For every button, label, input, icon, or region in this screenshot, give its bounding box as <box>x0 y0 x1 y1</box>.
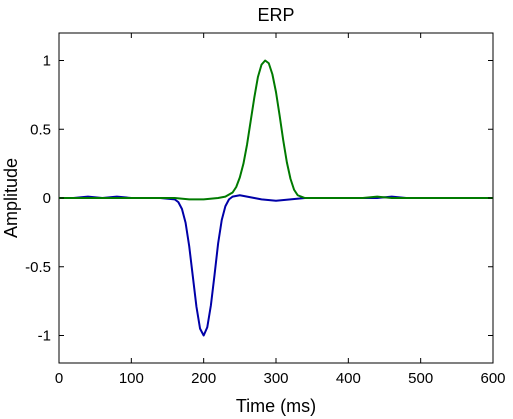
x-axis-label: Time (ms) <box>236 396 316 416</box>
y-tick-label: 0 <box>43 190 51 207</box>
x-tick-label: 500 <box>408 370 433 387</box>
y-tick-label: -1 <box>38 328 51 345</box>
series-line-2 <box>59 59 493 201</box>
y-tick-label: -0.5 <box>25 259 51 276</box>
x-axis: 0 100 200 300 400 500 600 <box>55 33 506 387</box>
x-tick-label: 100 <box>119 370 144 387</box>
x-tick-label: 200 <box>191 370 216 387</box>
y-axis: -1 -0.5 0 0.5 1 <box>25 53 493 345</box>
y-tick-label: 0.5 <box>30 121 51 138</box>
series-layer <box>59 59 493 337</box>
chart-title: ERP <box>257 5 294 25</box>
y-axis-label: Amplitude <box>1 158 21 238</box>
x-tick-label: 400 <box>336 370 361 387</box>
y-tick-label: 1 <box>43 53 51 70</box>
x-tick-label: 300 <box>263 370 288 387</box>
x-tick-label: 0 <box>55 370 63 387</box>
x-tick-label: 600 <box>480 370 505 387</box>
